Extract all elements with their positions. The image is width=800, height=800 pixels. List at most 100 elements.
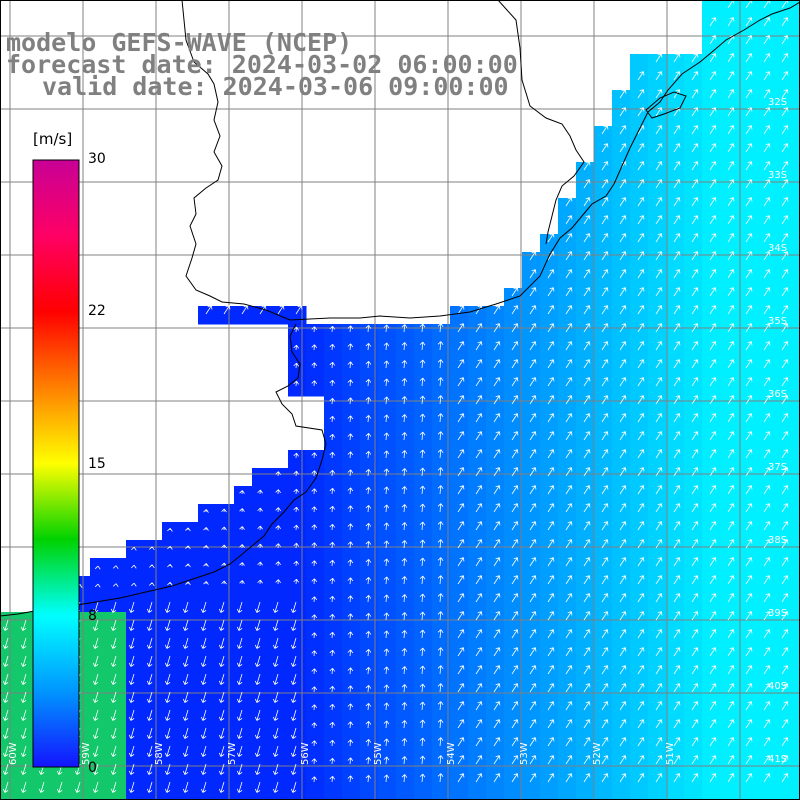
wind-speed-cell bbox=[720, 18, 739, 37]
wind-arrow bbox=[637, 287, 645, 297]
wind-speed-cell bbox=[720, 540, 739, 559]
wind-speed-cell bbox=[198, 774, 217, 793]
wind-arrow bbox=[763, 17, 771, 27]
wind-arrow bbox=[311, 722, 318, 729]
wind-speed-cell bbox=[180, 792, 199, 800]
wind-speed-cell bbox=[432, 450, 451, 469]
wind-speed-cell bbox=[414, 450, 433, 469]
wind-speed-cell bbox=[756, 180, 775, 199]
wind-speed-cell bbox=[756, 252, 775, 271]
wind-speed-cell bbox=[684, 378, 703, 397]
wind-speed-cell bbox=[756, 558, 775, 577]
wind-arrow bbox=[637, 539, 645, 549]
wind-arrow bbox=[781, 557, 789, 567]
wind-speed-cell bbox=[666, 666, 685, 685]
wind-speed-cell bbox=[774, 450, 793, 469]
longitude-label: 56W bbox=[300, 742, 311, 765]
wind-speed-cell bbox=[198, 558, 217, 577]
wind-speed-cell bbox=[792, 108, 800, 127]
wind-speed-cell bbox=[468, 630, 487, 649]
wind-arrow bbox=[185, 545, 191, 550]
wind-speed-cell bbox=[666, 360, 685, 379]
wind-speed-cell bbox=[216, 666, 235, 685]
wind-arrow bbox=[254, 673, 261, 685]
wind-arrow bbox=[272, 691, 279, 703]
wind-speed-cell bbox=[702, 108, 721, 127]
wind-speed-cell bbox=[288, 720, 307, 739]
wind-arrow bbox=[781, 71, 789, 81]
wind-arrow bbox=[727, 53, 735, 63]
wind-speed-cell bbox=[90, 720, 109, 739]
wind-arrow bbox=[565, 647, 573, 657]
wind-speed-cell bbox=[504, 558, 523, 577]
wind-speed-cell bbox=[666, 90, 685, 109]
wind-speed-cell bbox=[702, 432, 721, 451]
wind-speed-cell bbox=[702, 36, 721, 55]
wind-arrow bbox=[94, 583, 101, 588]
wind-arrow bbox=[20, 691, 27, 703]
wind-speed-cell bbox=[288, 378, 307, 397]
wind-arrow bbox=[619, 503, 627, 513]
wind-speed-cell bbox=[594, 234, 613, 253]
wind-arrow bbox=[200, 745, 207, 757]
wind-arrow bbox=[236, 619, 243, 631]
wind-arrow bbox=[203, 509, 209, 513]
wind-speed-cell bbox=[450, 468, 469, 487]
wind-arrow bbox=[709, 359, 717, 369]
wind-arrow bbox=[437, 431, 444, 441]
wind-speed-cell bbox=[162, 720, 181, 739]
wind-arrow bbox=[493, 323, 501, 333]
wind-arrow bbox=[112, 583, 119, 588]
wind-speed-cell bbox=[792, 324, 800, 343]
wind-arrow bbox=[529, 431, 537, 441]
wind-speed-cell bbox=[270, 738, 289, 757]
wind-arrow bbox=[493, 539, 501, 549]
wind-arrow bbox=[290, 673, 297, 685]
wind-arrow bbox=[727, 539, 735, 549]
wind-speed-cell bbox=[72, 774, 91, 793]
wind-speed-cell bbox=[126, 792, 145, 800]
wind-speed-cell bbox=[324, 450, 343, 469]
wind-speed-cell bbox=[180, 612, 199, 631]
wind-speed-cell bbox=[720, 0, 739, 19]
wind-arrow bbox=[457, 359, 465, 369]
wind-arrow bbox=[745, 269, 753, 279]
wind-speed-cell bbox=[792, 486, 800, 505]
wind-speed-cell bbox=[468, 432, 487, 451]
wind-speed-cell bbox=[414, 594, 433, 613]
wind-speed-cell bbox=[612, 630, 631, 649]
wind-speed-cell bbox=[486, 702, 505, 721]
wind-arrow bbox=[401, 378, 408, 387]
wind-arrow bbox=[239, 580, 245, 585]
wind-arrow bbox=[763, 251, 771, 261]
wind-arrow bbox=[365, 361, 372, 369]
wind-arrow bbox=[547, 431, 555, 441]
wind-arrow bbox=[619, 359, 627, 369]
wind-arrow bbox=[547, 395, 555, 405]
wind-speed-cell bbox=[738, 432, 757, 451]
wind-speed-cell bbox=[612, 450, 631, 469]
wind-speed-cell bbox=[630, 198, 649, 217]
wind-speed-cell bbox=[792, 414, 800, 433]
wind-arrow bbox=[419, 467, 426, 477]
wind-arrow bbox=[511, 305, 519, 315]
wind-arrow bbox=[164, 727, 171, 739]
wind-arrow bbox=[529, 287, 537, 297]
wind-arrow bbox=[128, 763, 135, 775]
wind-arrow bbox=[419, 575, 426, 585]
wind-arrow bbox=[565, 629, 573, 639]
wind-speed-cell bbox=[522, 432, 541, 451]
wind-speed-cell bbox=[540, 540, 559, 559]
wind-speed-cell bbox=[504, 756, 523, 775]
wind-speed-cell bbox=[684, 198, 703, 217]
wind-arrow bbox=[691, 557, 699, 567]
wind-speed-cell bbox=[396, 432, 415, 451]
wind-arrow bbox=[511, 773, 519, 783]
wind-speed-cell bbox=[288, 792, 307, 800]
wind-arrow bbox=[655, 773, 663, 783]
wind-arrow bbox=[601, 503, 609, 513]
wind-speed-cell bbox=[342, 540, 361, 559]
wind-arrow bbox=[637, 611, 645, 621]
wind-speed-cell bbox=[270, 756, 289, 775]
wind-speed-cell bbox=[630, 72, 649, 91]
